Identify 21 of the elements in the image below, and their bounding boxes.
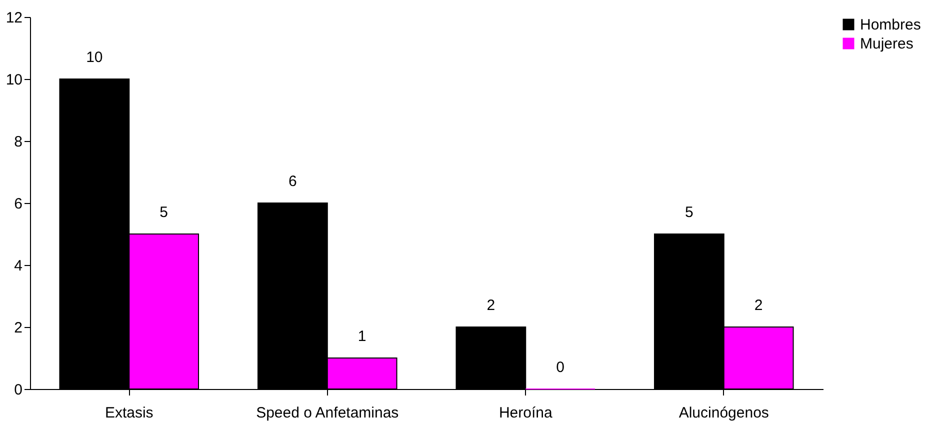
y-tick-label: 8 [14, 134, 22, 150]
y-tick-label: 2 [14, 320, 22, 336]
data-label: 5 [685, 204, 694, 221]
x-tick-label: Extasis [104, 404, 154, 422]
data-label: 5 [160, 204, 168, 221]
legend-label: Hombres [860, 16, 921, 34]
x-tick-label: Heroína [498, 404, 553, 422]
data-label: 2 [754, 297, 763, 314]
x-tick-label: Speed o Anfetaminas [256, 404, 399, 422]
data-label: 6 [288, 173, 297, 190]
y-tick-label: 4 [14, 258, 22, 274]
y-tick-label: 0 [14, 382, 22, 398]
y-tick-label: 12 [6, 10, 22, 26]
x-tick-label: Alucinógenos [678, 404, 769, 422]
legend-label: Mujeres [860, 36, 914, 52]
data-label: 10 [86, 49, 103, 66]
y-tick-label: 6 [14, 196, 22, 212]
data-label: 1 [358, 328, 366, 345]
data-label: 2 [486, 297, 496, 314]
y-tick-label: 10 [6, 72, 22, 88]
data-label: 0 [556, 359, 564, 376]
